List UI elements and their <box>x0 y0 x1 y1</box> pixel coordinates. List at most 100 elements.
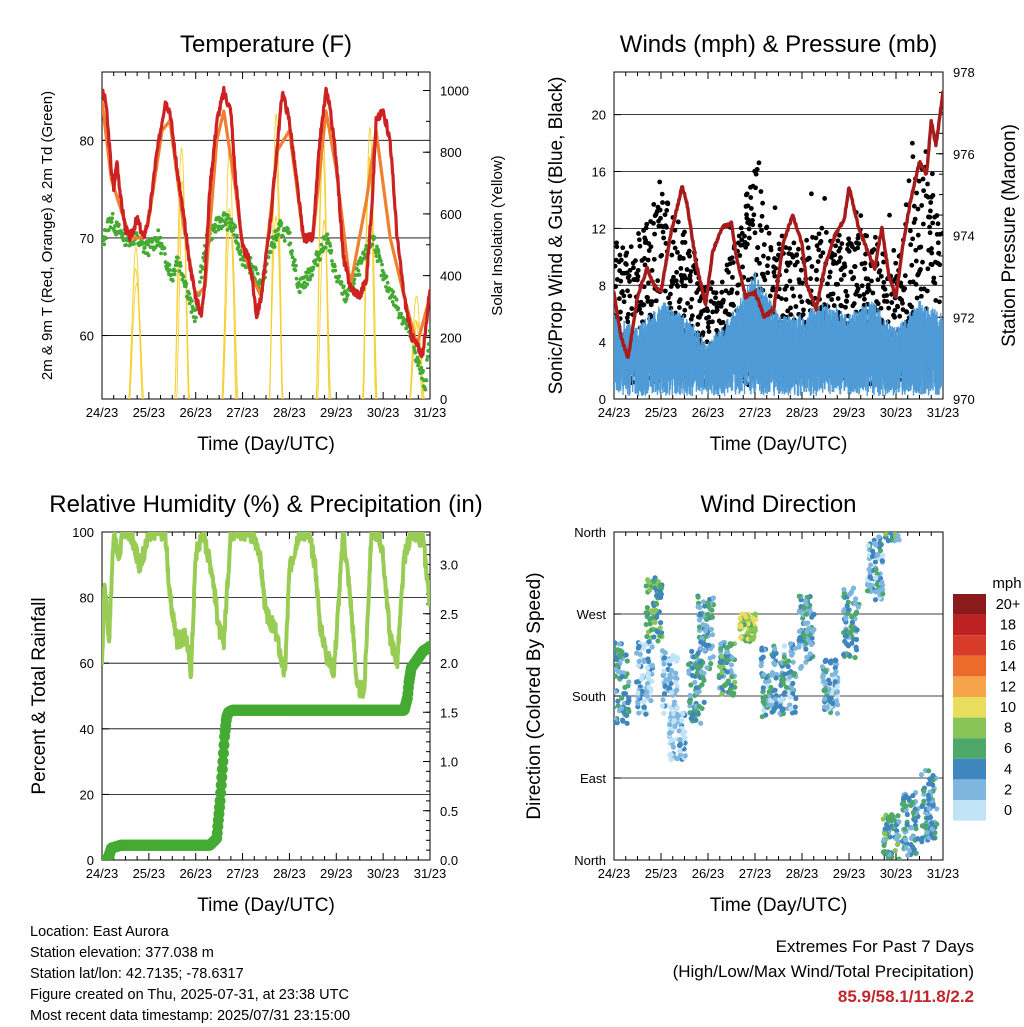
gust-point <box>677 305 682 310</box>
gust-point <box>658 208 663 213</box>
direction-point <box>668 757 673 762</box>
dewpoint-point <box>294 268 298 272</box>
dewpoint-point <box>333 264 337 268</box>
gust-point <box>651 221 656 226</box>
direction-point <box>662 655 667 660</box>
direction-point <box>641 705 646 710</box>
gust-point <box>646 258 651 263</box>
direction-point <box>644 634 649 639</box>
dewpoint-point <box>428 329 432 333</box>
gust-point <box>618 253 623 258</box>
gust-point <box>726 270 731 275</box>
dewpoint-point <box>340 280 344 284</box>
direction-point <box>638 652 643 657</box>
gust-point <box>787 246 792 251</box>
x-tick-label: 28/23 <box>273 866 306 881</box>
direction-point <box>660 703 665 708</box>
direction-point <box>625 700 630 705</box>
gust-point <box>757 261 762 266</box>
gust-point <box>762 278 767 283</box>
gust-point <box>845 293 850 298</box>
gust-point <box>687 249 692 254</box>
dewpoint-point <box>293 258 297 262</box>
dewpoint-point <box>413 351 417 355</box>
x-tick-label: 24/23 <box>86 866 119 881</box>
plot-frame <box>102 532 430 860</box>
y-tick-label: 0 <box>87 853 94 868</box>
dewpoint-point <box>319 243 323 247</box>
gust-point <box>759 228 764 233</box>
dewpoint-point <box>200 276 204 280</box>
gust-point <box>678 266 683 271</box>
x-tick-label: 31/23 <box>414 405 447 420</box>
chart-title: Winds (mph) & Pressure (mb) <box>620 31 937 58</box>
dewpoint-point <box>290 249 294 253</box>
gust-point <box>931 276 936 281</box>
gust-point <box>768 294 773 299</box>
dewpoint-point <box>156 228 160 232</box>
x-tick-label: 27/23 <box>226 866 259 881</box>
gust-point <box>614 244 619 249</box>
gust-point <box>884 293 889 298</box>
gust-point <box>629 306 634 311</box>
gust-point <box>856 286 861 291</box>
dewpoint-point <box>102 242 106 246</box>
direction-point <box>663 683 668 688</box>
gust-point <box>910 236 915 241</box>
gust-point <box>652 257 657 262</box>
gust-point <box>678 297 683 302</box>
y-tick-label: 0 <box>599 392 606 407</box>
gust-point <box>872 247 877 252</box>
gust-point <box>829 297 834 302</box>
gust-point <box>843 305 848 310</box>
x-tick-label: 27/23 <box>739 866 772 881</box>
x-tick-label: 29/23 <box>320 405 353 420</box>
gust-point <box>683 276 688 281</box>
gust-point <box>769 248 774 253</box>
gust-point <box>869 279 874 284</box>
y-right-tick-label: 2.0 <box>440 656 458 671</box>
gust-point <box>793 304 798 309</box>
gust-point <box>651 202 656 207</box>
gust-point <box>824 230 829 235</box>
gust-point <box>754 172 759 177</box>
dewpoint-point <box>357 269 361 273</box>
direction-point <box>647 617 652 622</box>
direction-point <box>670 657 675 662</box>
dewpoint-point <box>173 272 177 276</box>
gust-point <box>747 236 752 241</box>
direction-point <box>689 649 694 654</box>
direction-point <box>661 711 666 716</box>
x-tick-label: 29/23 <box>833 866 866 881</box>
gust-point <box>810 264 815 269</box>
y-tick-label: 70 <box>80 231 94 246</box>
y-tick-label: 20 <box>80 787 94 802</box>
gust-point <box>638 244 643 249</box>
dewpoint-point <box>315 263 319 267</box>
gust-point <box>863 261 868 266</box>
dewpoint-point <box>147 254 151 258</box>
gust-point <box>913 217 918 222</box>
gust-point <box>881 280 886 285</box>
gust-point <box>760 214 765 219</box>
dewpoint-point <box>176 256 180 260</box>
gust-point <box>836 296 841 301</box>
y-right-axis-label: Solar Insolation (Yellow) <box>489 155 506 315</box>
direction-point <box>689 716 694 721</box>
gust-point <box>676 220 681 225</box>
gust-point <box>851 275 856 280</box>
gust-point <box>836 238 841 243</box>
gust-point <box>727 312 732 317</box>
y-right-tick-label: 600 <box>440 207 462 222</box>
dewpoint-point <box>328 244 332 248</box>
y-right-tick-label: 970 <box>953 392 975 407</box>
gust-point <box>735 291 740 296</box>
dewpoint-point <box>224 223 228 227</box>
y-right-tick-label: 0 <box>440 392 447 407</box>
gust-point <box>701 330 706 335</box>
gust-point <box>791 294 796 299</box>
gust-point <box>843 264 848 269</box>
direction-point <box>644 583 649 588</box>
direction-point <box>646 676 651 681</box>
direction-point <box>647 587 652 592</box>
